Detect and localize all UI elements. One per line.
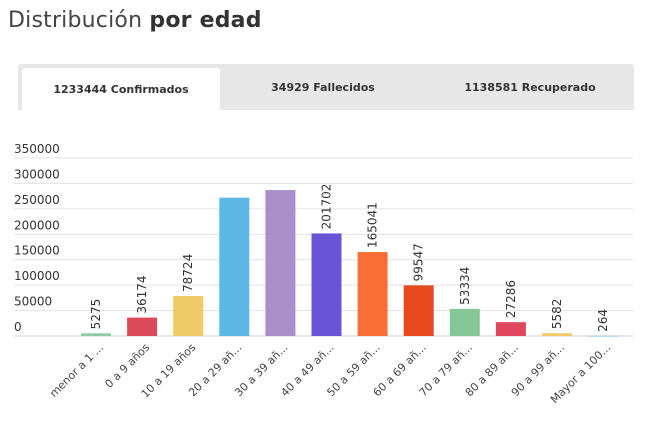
bar [219, 197, 250, 336]
data-label: 5275 [89, 299, 103, 330]
page-title-bold: por edad [149, 8, 262, 33]
bar [265, 190, 296, 336]
bar [127, 317, 158, 336]
page-title: Distribución por edad [8, 8, 262, 33]
bar [495, 322, 526, 336]
y-tick-label: 350000 [14, 142, 60, 156]
tab-confirmados-label: 1233444 Confirmados [53, 82, 189, 96]
bar [81, 333, 111, 336]
y-tick-label: 300000 [14, 167, 60, 181]
tab-fallecidos[interactable]: 34929 Fallecidos [224, 64, 422, 110]
tab-confirmados[interactable]: 1233444 Confirmados [22, 68, 220, 110]
bar [173, 295, 204, 336]
data-label: 165041 [366, 202, 380, 248]
tab-recuperado[interactable]: 1138581 Recuperado [428, 64, 632, 110]
bar [311, 233, 342, 336]
y-tick-label: 200000 [14, 218, 60, 232]
tab-recuperado-label: 1138581 Recuperado [464, 80, 596, 94]
bar [357, 252, 388, 336]
page-title-light: Distribución [8, 8, 143, 33]
data-label: 27286 [504, 280, 518, 318]
data-label: 78724 [181, 254, 195, 292]
y-tick-label: 0 [14, 320, 22, 334]
data-label: 99547 [412, 243, 426, 281]
data-label: 5582 [550, 299, 564, 330]
data-label: 36174 [135, 275, 149, 313]
bar [449, 308, 480, 336]
y-tick-label: 150000 [14, 244, 60, 258]
y-tick-label: 100000 [14, 269, 60, 283]
tab-fallecidos-label: 34929 Fallecidos [271, 80, 375, 94]
data-label: 264 [596, 309, 610, 332]
data-label: 53334 [458, 267, 472, 305]
bar [403, 285, 434, 336]
x-tick-label: 0 a 9 años [102, 341, 152, 391]
bar [542, 333, 572, 336]
data-label: 201702 [320, 184, 334, 230]
y-tick-label: 250000 [14, 193, 60, 207]
bar [588, 335, 619, 337]
y-tick-label: 50000 [14, 295, 52, 309]
tab-bar: 1233444 Confirmados 34929 Fallecidos 113… [18, 64, 634, 110]
x-tick-label: menor a 1 ... [47, 341, 106, 400]
